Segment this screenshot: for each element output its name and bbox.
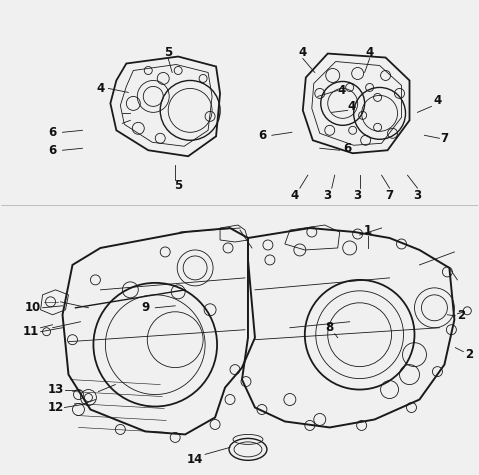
Text: 6: 6: [48, 126, 57, 139]
Text: 14: 14: [187, 453, 203, 466]
Text: 4: 4: [96, 82, 104, 95]
Text: 5: 5: [164, 46, 172, 59]
Text: 8: 8: [326, 321, 334, 334]
Text: 4: 4: [365, 46, 374, 59]
Text: 6: 6: [343, 142, 352, 155]
Text: 4: 4: [291, 189, 299, 201]
Text: 3: 3: [354, 189, 362, 201]
Text: 6: 6: [48, 144, 57, 157]
Text: 4: 4: [299, 46, 307, 59]
Text: 4: 4: [348, 100, 356, 113]
Text: 9: 9: [141, 301, 149, 314]
Text: 11: 11: [23, 325, 39, 338]
Text: 5: 5: [174, 179, 182, 191]
Text: 2: 2: [465, 348, 473, 361]
Text: 13: 13: [47, 383, 64, 396]
Text: 3: 3: [324, 189, 332, 201]
Text: 7: 7: [440, 132, 448, 145]
Text: 10: 10: [24, 301, 41, 314]
Text: 6: 6: [258, 129, 266, 142]
Text: 12: 12: [47, 401, 64, 414]
Text: 3: 3: [413, 189, 422, 201]
Text: 4: 4: [338, 84, 346, 97]
Text: 1: 1: [364, 224, 372, 237]
Text: 7: 7: [386, 189, 394, 201]
Text: 4: 4: [433, 94, 442, 107]
Text: 2: 2: [457, 309, 466, 322]
